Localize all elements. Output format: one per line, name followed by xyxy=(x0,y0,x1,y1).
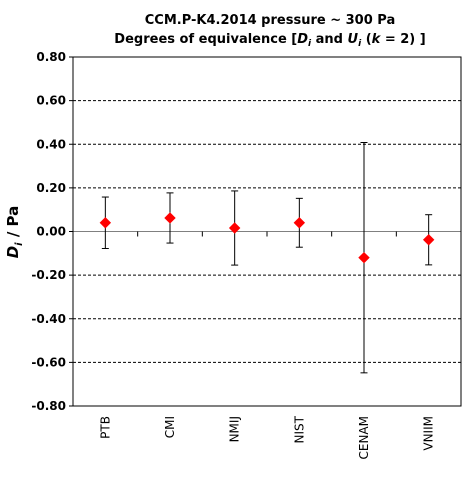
y-tick-label: -0.40 xyxy=(31,312,66,326)
y-tick-label: -0.80 xyxy=(31,399,66,413)
y-axis-label-subscript: i xyxy=(14,242,25,246)
data-points xyxy=(99,212,435,264)
subtitle-open: ( xyxy=(361,32,371,47)
gridlines xyxy=(69,56,461,407)
category-label: CMI xyxy=(163,416,177,438)
y-axis-label-unit: / Pa xyxy=(4,206,22,243)
subtitle-k-symbol: k xyxy=(372,32,382,47)
data-point-marker xyxy=(293,217,306,229)
category-label: NIST xyxy=(292,415,306,443)
data-point-marker xyxy=(164,212,176,224)
y-axis-label: Di / Pa xyxy=(4,206,25,259)
y-tick-labels: 0.80 0.60 0.40 0.20 0.00 -0.20 -0.40 -0.60 -0.80 xyxy=(31,50,66,413)
category-label: PTB xyxy=(98,416,112,439)
chart-title: CCM.P-K4.2014 pressure ~ 300 Pa xyxy=(145,13,395,28)
subtitle-d-symbol: D xyxy=(297,32,308,47)
data-point-marker xyxy=(422,234,435,246)
subtitle-mid: and xyxy=(311,32,347,47)
data-point-marker xyxy=(99,217,112,229)
y-tick-label: 0.60 xyxy=(36,94,66,108)
y-tick-label: 0.00 xyxy=(36,225,66,239)
y-tick-label: 0.20 xyxy=(36,181,66,195)
data-point-marker xyxy=(358,251,370,264)
y-tick-label: -0.60 xyxy=(31,355,66,369)
subtitle-u-symbol: U xyxy=(348,32,359,47)
category-label: VNIIM xyxy=(422,416,436,451)
y-tick-label: 0.80 xyxy=(36,50,66,64)
y-axis-label-symbol: D xyxy=(4,246,22,258)
data-point-marker xyxy=(228,222,241,234)
chart-subtitle: Degrees of equivalence [Di and Ui (k = 2… xyxy=(114,32,425,49)
subtitle-u-subscript: i xyxy=(358,39,362,49)
category-labels: PTB CMI NMIJ NIST CENAM VNIIM xyxy=(98,415,435,459)
subtitle-d-subscript: i xyxy=(308,39,312,49)
y-tick-label: 0.40 xyxy=(36,137,66,151)
category-label: CENAM xyxy=(357,416,371,460)
x-ticks xyxy=(137,231,397,237)
category-label: NMIJ xyxy=(228,416,242,442)
error-bars xyxy=(101,142,433,374)
subtitle-post: = 2) ] xyxy=(380,32,425,47)
subtitle-pre: Degrees of equivalence [ xyxy=(114,32,297,47)
plot-area xyxy=(72,56,462,407)
y-tick-label: -0.20 xyxy=(31,268,66,282)
